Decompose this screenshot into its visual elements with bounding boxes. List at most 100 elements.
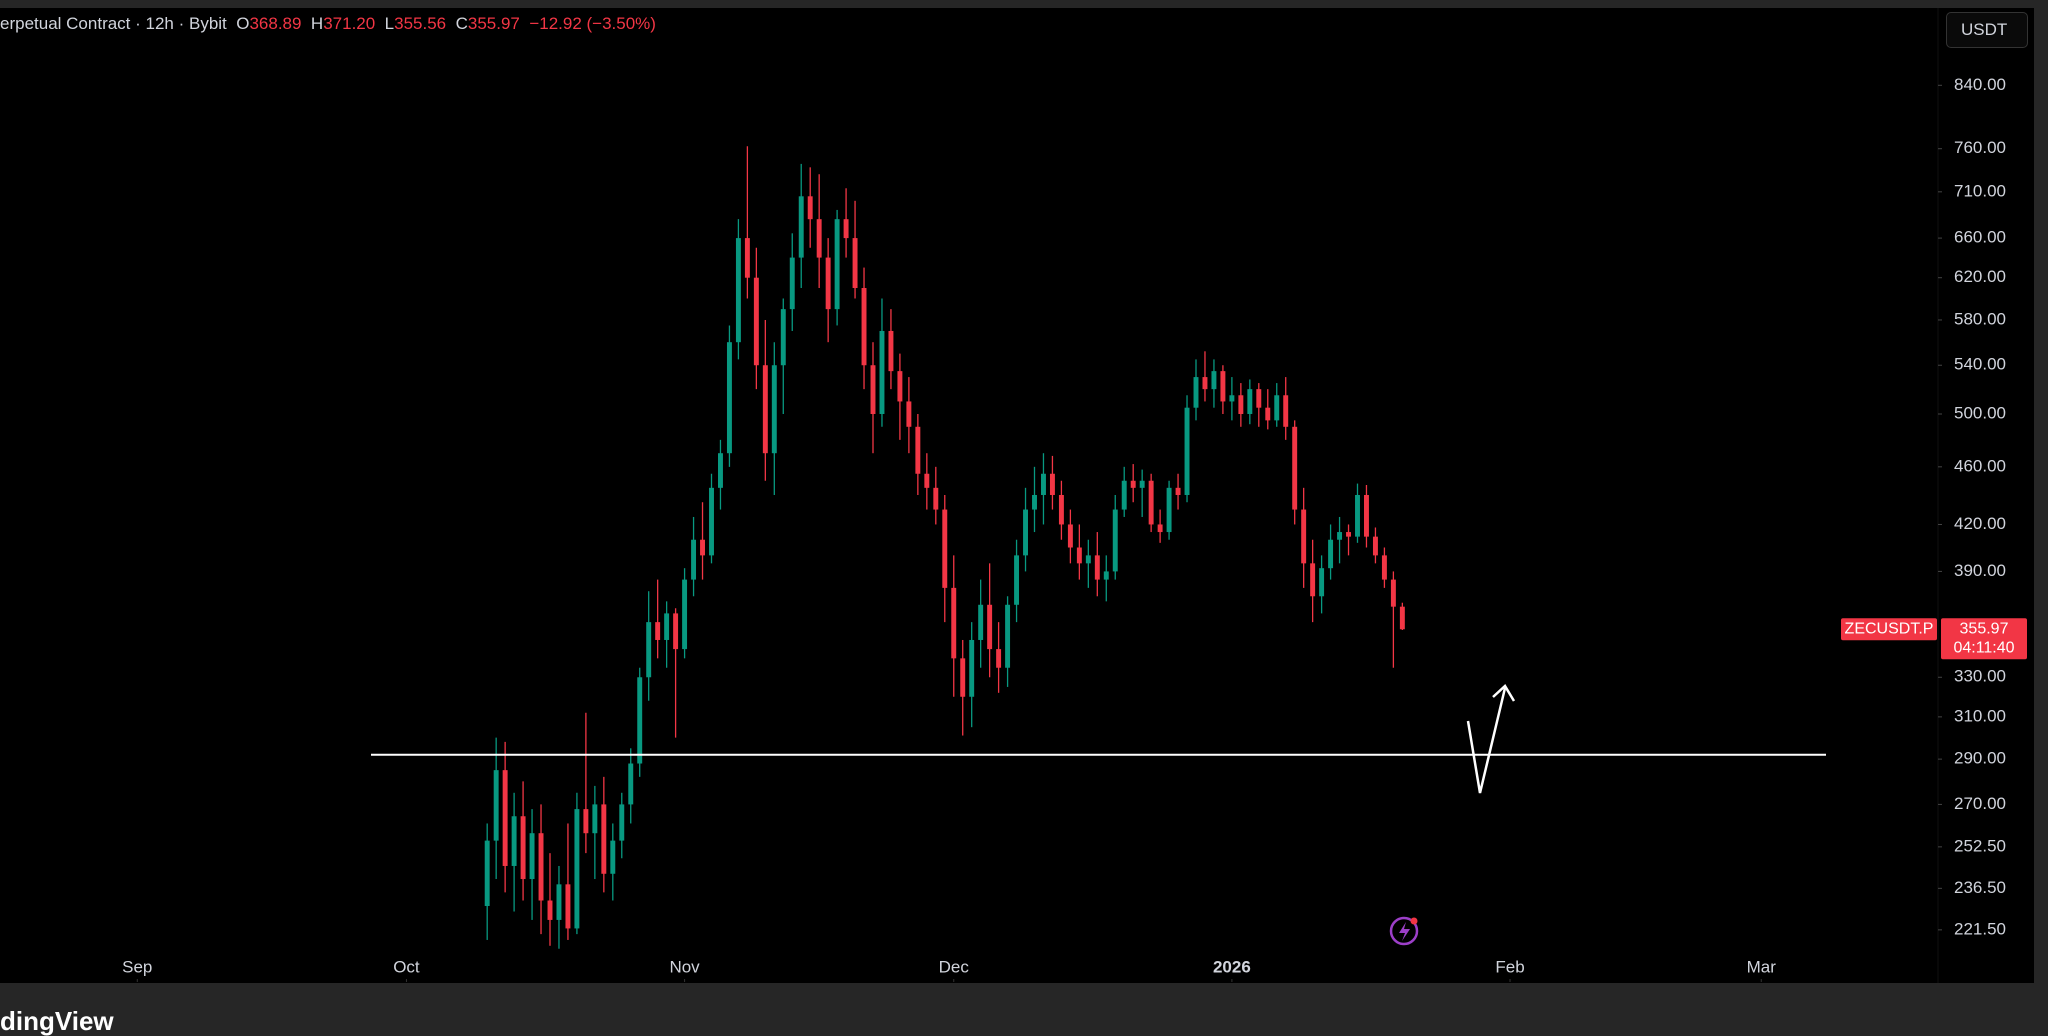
legend: erpetual Contract · 12h · Bybit O368.89 … bbox=[0, 14, 656, 34]
candle-body bbox=[1372, 536, 1378, 556]
candle-body bbox=[807, 196, 813, 220]
candle-body bbox=[924, 473, 930, 488]
change: −12.92 (−3.50%) bbox=[529, 14, 656, 33]
candle-body bbox=[753, 277, 759, 366]
candle-body bbox=[673, 613, 679, 650]
candle-body bbox=[915, 426, 921, 474]
candle-body bbox=[834, 219, 840, 310]
close-value: 355.97 bbox=[467, 14, 520, 33]
candle-body bbox=[1292, 426, 1298, 510]
candle-body bbox=[574, 809, 580, 929]
close-label: C bbox=[455, 14, 468, 33]
candle-body bbox=[933, 487, 939, 510]
x-tick-label: Feb bbox=[1495, 957, 1524, 976]
y-tick-label: 620.00 bbox=[1954, 267, 2006, 286]
alert-icon[interactable] bbox=[1389, 916, 1419, 946]
y-tick-label: 310.00 bbox=[1954, 706, 2006, 725]
candle-body bbox=[529, 833, 535, 880]
currency-button[interactable]: USDT bbox=[1946, 12, 2028, 48]
brand: dingView bbox=[0, 1006, 114, 1036]
candle-body bbox=[960, 658, 966, 697]
y-tick-label: 236.50 bbox=[1954, 878, 2006, 897]
candle-body bbox=[1202, 377, 1208, 390]
candle-body bbox=[682, 579, 688, 650]
candle-body bbox=[816, 219, 822, 258]
candle-body bbox=[1049, 473, 1055, 495]
open-value: 368.89 bbox=[249, 14, 302, 33]
candle-body bbox=[520, 816, 526, 880]
candle-body bbox=[744, 238, 750, 278]
candle-body bbox=[1355, 494, 1360, 537]
candle-body bbox=[735, 238, 741, 343]
candle-body bbox=[1005, 604, 1011, 668]
candle-body bbox=[547, 900, 553, 920]
candle-body bbox=[780, 309, 786, 366]
candle-body bbox=[655, 622, 661, 640]
x-tick-label: Dec bbox=[939, 957, 970, 976]
candle-body bbox=[1175, 487, 1181, 495]
candle-body bbox=[1337, 532, 1343, 540]
y-tick-label: 290.00 bbox=[1954, 749, 2006, 768]
x-tick-label: Nov bbox=[669, 957, 700, 976]
price-tag-value: 355.97 bbox=[1960, 620, 2009, 637]
y-tick-label: 710.00 bbox=[1954, 181, 2006, 200]
candle-body bbox=[897, 371, 903, 402]
candle-body bbox=[484, 840, 490, 906]
price-tag-countdown: 04:11:40 bbox=[1953, 639, 2014, 656]
candle-body bbox=[511, 816, 517, 866]
candle-body bbox=[906, 401, 912, 427]
y-tick-label: 580.00 bbox=[1954, 309, 2006, 328]
candle-body bbox=[1220, 371, 1226, 402]
candle-body bbox=[852, 238, 858, 289]
candle-body bbox=[538, 833, 544, 901]
candle-body bbox=[1058, 494, 1064, 525]
candle-body bbox=[1238, 395, 1244, 414]
high-value: 371.20 bbox=[323, 14, 376, 33]
candle-body bbox=[771, 365, 777, 454]
alert-dot bbox=[1410, 917, 1418, 925]
candle-body bbox=[1310, 563, 1316, 597]
candle-body bbox=[1085, 555, 1091, 564]
candle-body bbox=[861, 288, 867, 366]
candle-body bbox=[942, 509, 948, 588]
alert-bolt bbox=[1399, 922, 1410, 941]
chart-pane bbox=[0, 8, 2034, 983]
candle-body bbox=[1399, 606, 1405, 630]
plot bbox=[484, 146, 1405, 949]
arrow-head bbox=[1492, 684, 1516, 702]
price-tag bbox=[1941, 618, 2027, 660]
y-tick-label: 540.00 bbox=[1954, 355, 2006, 374]
candle-body bbox=[843, 219, 849, 239]
candle-body bbox=[1364, 494, 1369, 537]
candle-body bbox=[1346, 532, 1351, 537]
candle-body bbox=[1094, 555, 1100, 580]
candle-body bbox=[700, 539, 705, 556]
candle-body bbox=[646, 622, 652, 678]
candle-body bbox=[1265, 407, 1271, 421]
y-tick-label: 390.00 bbox=[1954, 561, 2006, 580]
y-tick-label: 330.00 bbox=[1954, 667, 2006, 686]
candle-body bbox=[1247, 389, 1253, 414]
candle-body bbox=[1112, 509, 1118, 572]
candle-body bbox=[825, 257, 831, 310]
candle-body bbox=[996, 649, 1002, 668]
candle-body bbox=[969, 639, 975, 697]
candle-body bbox=[583, 809, 589, 834]
y-tick-label: 221.50 bbox=[1954, 919, 2006, 938]
y-tick-label: 660.00 bbox=[1954, 228, 2006, 247]
candle-body bbox=[726, 342, 732, 454]
candle-body bbox=[637, 677, 643, 764]
candle-body bbox=[1157, 524, 1163, 533]
candle-body bbox=[592, 804, 598, 834]
candle-body bbox=[664, 613, 670, 640]
drawn-arrow bbox=[1466, 687, 1507, 794]
candle-body bbox=[987, 604, 993, 650]
candle-body bbox=[1274, 395, 1280, 421]
candle-body bbox=[1166, 487, 1172, 533]
candle-body bbox=[789, 257, 795, 310]
candle-body bbox=[1148, 480, 1154, 525]
candle-body bbox=[1103, 571, 1109, 580]
candle-body bbox=[1390, 579, 1396, 607]
